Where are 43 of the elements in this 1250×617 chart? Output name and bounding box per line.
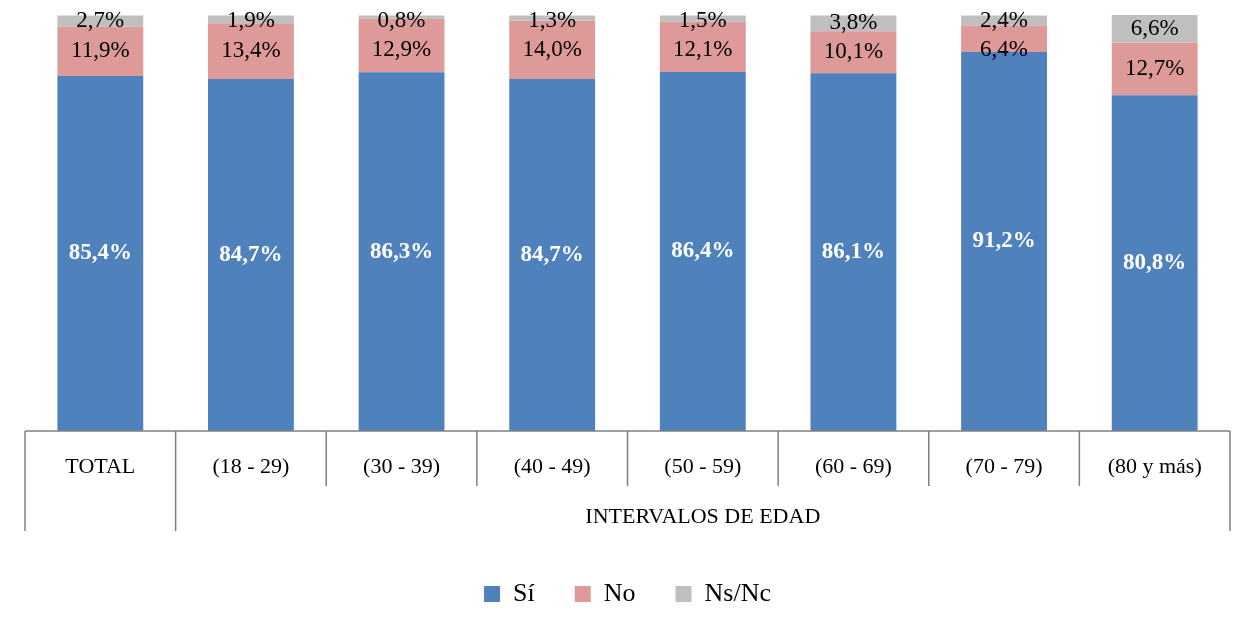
data-label: 12,7% <box>1124 54 1185 80</box>
data-label: 12,1% <box>673 35 733 61</box>
x-tick-label: (30 - 39) <box>363 452 441 478</box>
bar <box>810 73 897 431</box>
bar <box>659 71 746 431</box>
data-label: 86,3% <box>369 237 434 263</box>
x-tick-label: TOTAL <box>65 452 136 478</box>
data-label: 13,4% <box>221 37 281 63</box>
legend-label: Ns/Nc <box>704 577 771 607</box>
bar <box>208 79 294 431</box>
bar <box>57 76 144 431</box>
x-tick-label: (40 - 49) <box>513 452 591 478</box>
data-label: 3,8% <box>829 9 878 35</box>
data-label: 85,4% <box>68 239 132 265</box>
data-label: 6,6% <box>1130 14 1179 40</box>
data-label: 91,2% <box>972 227 1036 253</box>
data-label: 80,8% <box>1123 249 1187 275</box>
data-label: 86,4% <box>671 237 735 263</box>
data-label: 2,4% <box>980 6 1029 32</box>
data-label: 1,9% <box>226 6 275 32</box>
text: INTERVALOS DE EDAD <box>585 502 821 528</box>
data-label: 10,1% <box>823 38 884 64</box>
x-tick-label: (70 - 79) <box>965 452 1043 478</box>
data-label: 11,9% <box>71 37 130 63</box>
bar <box>509 79 596 431</box>
x-tick-label: (80 y más) <box>1107 452 1202 478</box>
bar <box>358 72 445 431</box>
legend-label: Sí <box>513 577 535 607</box>
data-label: 84,7% <box>520 240 584 266</box>
bar <box>1111 42 1198 96</box>
data-label: 0,8% <box>377 6 426 32</box>
x-tick-label: (60 - 69) <box>814 452 892 478</box>
legend-label: No <box>603 577 636 607</box>
data-label: 86,1% <box>821 238 886 264</box>
data-label: 84,7% <box>219 240 283 266</box>
data-label: 2,7% <box>76 7 125 33</box>
x-tick-label: (18 - 29) <box>212 452 290 478</box>
bar <box>1111 95 1198 431</box>
data-label: 14,0% <box>522 35 582 61</box>
data-label: 1,5% <box>678 6 727 32</box>
data-label: 1,3% <box>528 6 577 32</box>
x-tick-label: (50 - 59) <box>664 452 742 478</box>
data-label: 12,9% <box>371 35 432 61</box>
